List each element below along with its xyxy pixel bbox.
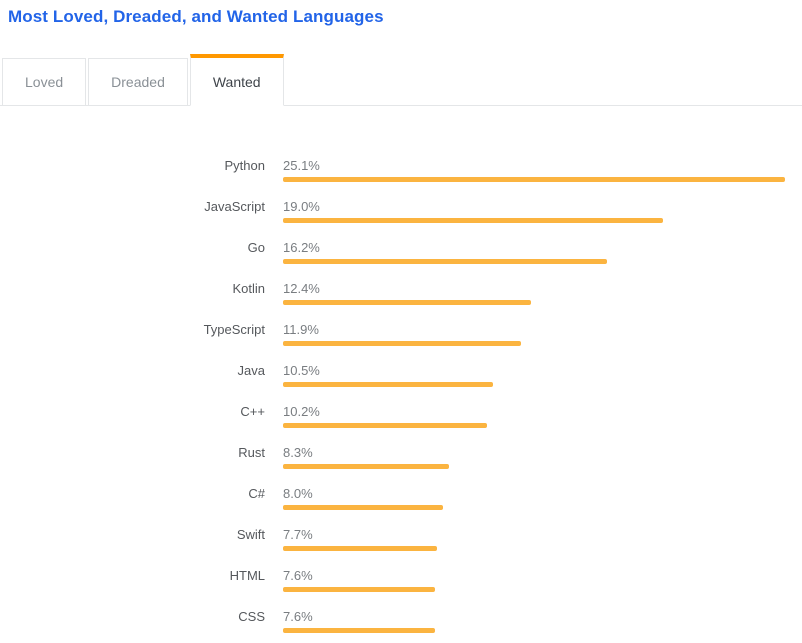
page-title: Most Loved, Dreaded, and Wanted Language… xyxy=(8,7,384,26)
value-label: 7.6% xyxy=(283,568,313,583)
value-label: 16.2% xyxy=(283,240,320,255)
language-label: Rust xyxy=(238,445,265,460)
chart-row: Swift 7.7% xyxy=(0,515,802,556)
value-label: 10.2% xyxy=(283,404,320,419)
language-label: TypeScript xyxy=(203,322,265,337)
chart-row: JavaScript 19.0% xyxy=(0,187,802,228)
tab-wanted[interactable]: Wanted xyxy=(189,54,284,106)
tab-loved[interactable]: Loved xyxy=(2,58,87,105)
bar xyxy=(283,341,521,346)
bar-cell: 16.2% xyxy=(283,228,785,269)
bar-cell: 8.3% xyxy=(283,433,785,474)
tab-dreaded[interactable]: Dreaded xyxy=(88,58,188,105)
bar-cell: 7.6% xyxy=(283,556,785,597)
chart-row: HTML 7.6% xyxy=(0,556,802,597)
language-label: JavaScript xyxy=(204,199,265,214)
value-label: 8.3% xyxy=(283,445,313,460)
value-label: 8.0% xyxy=(283,486,313,501)
chart-row: Go 16.2% xyxy=(0,228,802,269)
bar-cell: 7.7% xyxy=(283,515,785,556)
bar xyxy=(283,259,607,264)
value-label: 25.1% xyxy=(283,158,320,173)
bar xyxy=(283,300,531,305)
value-label: 7.6% xyxy=(283,609,313,624)
bar xyxy=(283,546,437,551)
tab-bar: Loved Dreaded Wanted xyxy=(0,53,802,106)
language-label: C++ xyxy=(240,404,265,419)
language-label: C# xyxy=(248,486,265,501)
chart-row: Kotlin 12.4% xyxy=(0,269,802,310)
chart-row: C++ 10.2% xyxy=(0,392,802,433)
chart-row: Java 10.5% xyxy=(0,351,802,392)
bar-cell: 25.1% xyxy=(283,146,785,187)
bar-cell: 10.2% xyxy=(283,392,785,433)
bar-cell: 10.5% xyxy=(283,351,785,392)
value-label: 12.4% xyxy=(283,281,320,296)
language-label: Python xyxy=(224,158,265,173)
chart-row: Rust 8.3% xyxy=(0,433,802,474)
bar xyxy=(283,628,435,633)
language-label: HTML xyxy=(229,568,265,583)
bar xyxy=(283,177,785,182)
bar-chart: Python 25.1% JavaScript 19.0% Go 16.2% Kotlin 1… xyxy=(0,146,802,638)
chart-row: C# 8.0% xyxy=(0,474,802,515)
value-label: 10.5% xyxy=(283,363,320,378)
bar xyxy=(283,218,663,223)
language-label: Swift xyxy=(236,527,265,542)
language-label: Kotlin xyxy=(232,281,265,296)
bar-cell: 7.6% xyxy=(283,597,785,638)
bar-cell: 11.9% xyxy=(283,310,785,351)
bar-cell: 12.4% xyxy=(283,269,785,310)
language-label: Java xyxy=(237,363,265,378)
language-label: Go xyxy=(247,240,265,255)
bar xyxy=(283,587,435,592)
bar xyxy=(283,464,449,469)
chart-row: TypeScript 11.9% xyxy=(0,310,802,351)
bar xyxy=(283,382,493,387)
bar xyxy=(283,505,443,510)
value-label: 19.0% xyxy=(283,199,320,214)
bar-cell: 19.0% xyxy=(283,187,785,228)
language-label: CSS xyxy=(238,609,265,624)
bar-cell: 8.0% xyxy=(283,474,785,515)
value-label: 7.7% xyxy=(283,527,313,542)
chart-row: CSS 7.6% xyxy=(0,597,802,638)
value-label: 11.9% xyxy=(283,322,319,337)
chart-row: Python 25.1% xyxy=(0,146,802,187)
bar xyxy=(283,423,487,428)
